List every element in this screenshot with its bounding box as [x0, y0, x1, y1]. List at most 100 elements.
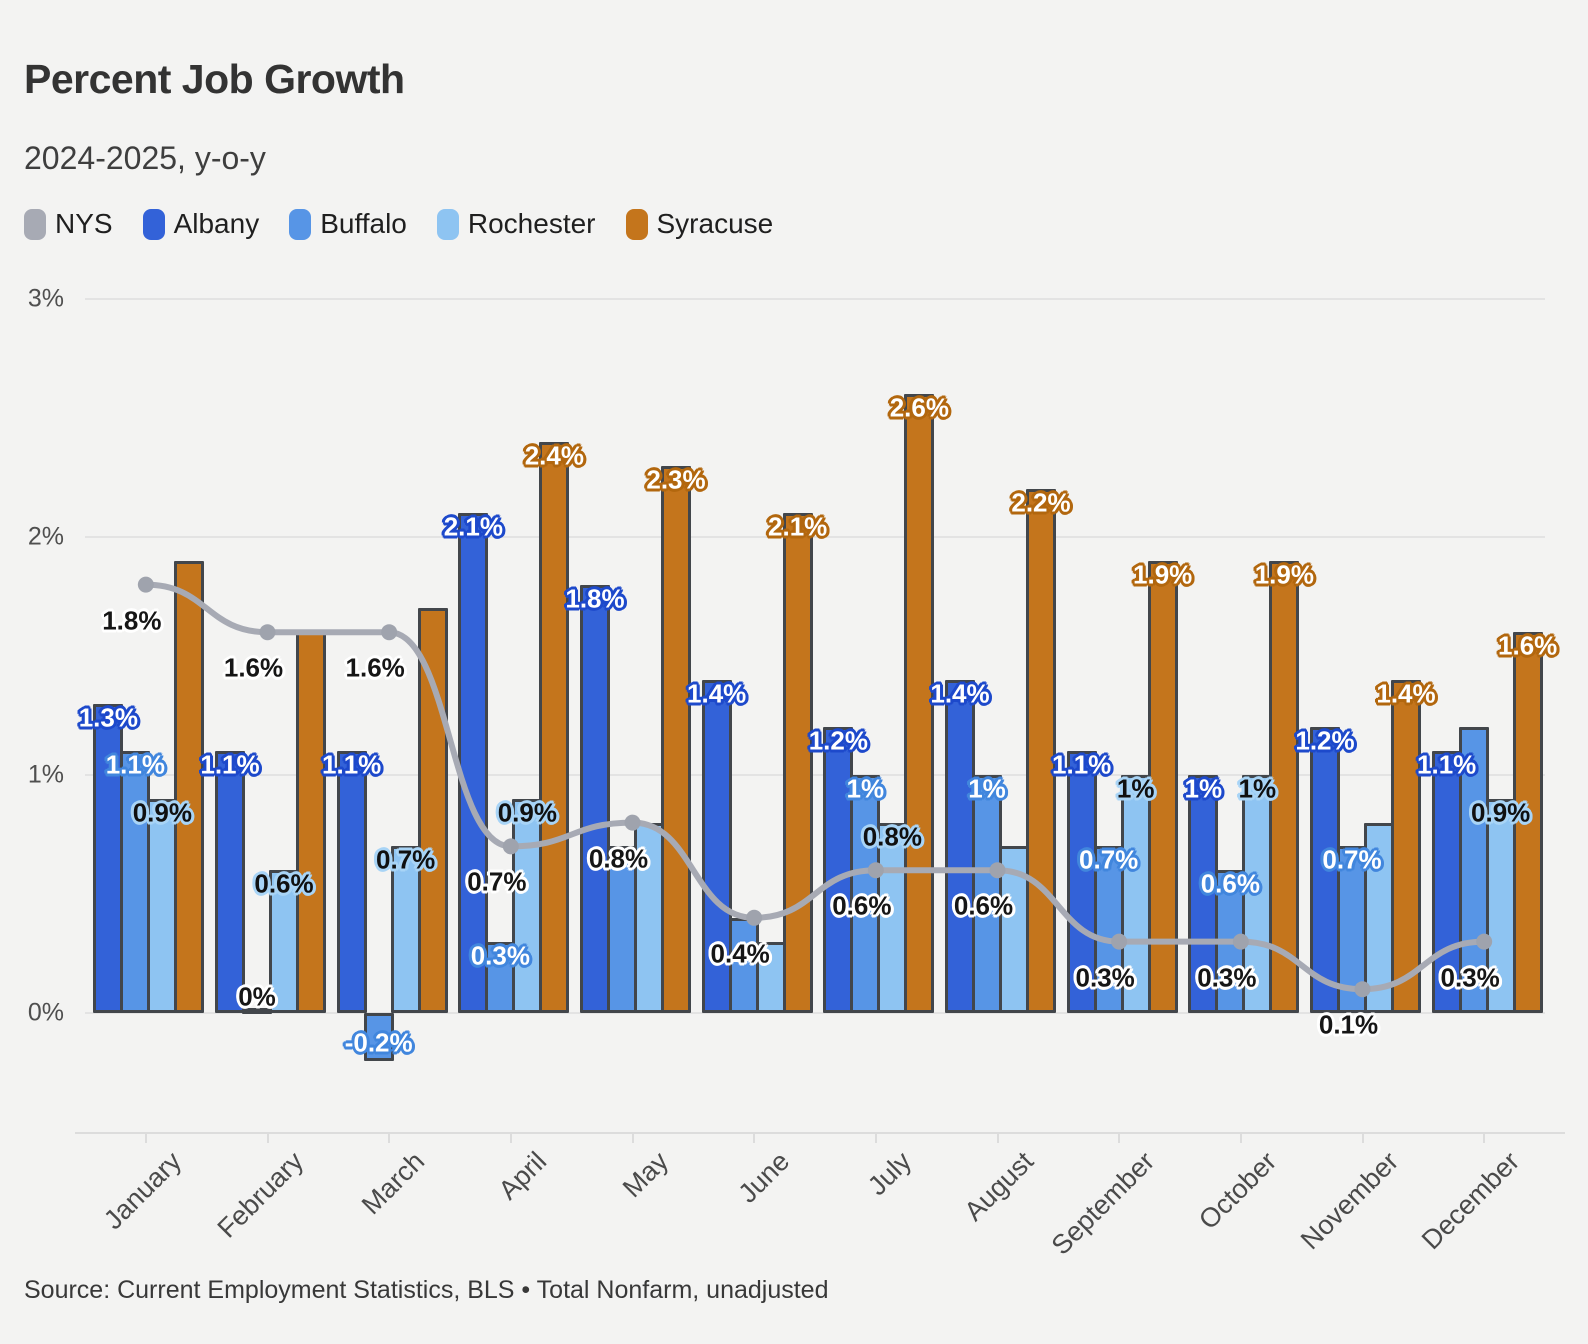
- legend-swatch-syracuse: [625, 208, 648, 240]
- bar-syracuse-may[interactable]: [661, 465, 691, 1013]
- x-axis-tick: [1118, 1132, 1121, 1143]
- bar-buffalo-march[interactable]: [363, 1013, 394, 1061]
- line-label-nys-july: 0.6%: [832, 890, 892, 921]
- y-axis-label-1%: 1%: [27, 760, 64, 789]
- legend-item-buffalo[interactable]: Buffalo: [289, 208, 407, 240]
- bar-label-albany-june: 1.4%: [687, 678, 747, 709]
- bar-label-syracuse-october: 1.9%: [1254, 559, 1314, 590]
- bar-label-buffalo-october: 0.6%: [1200, 868, 1260, 899]
- y-axis-label-3%: 3%: [27, 284, 64, 313]
- bar-label-buffalo-july: 1%: [846, 773, 885, 804]
- bar-label-albany-september: 1.1%: [1052, 749, 1112, 780]
- bar-label-albany-july: 1.2%: [808, 725, 868, 756]
- bar-label-albany-january: 1.3%: [78, 702, 138, 733]
- bar-label-rochester-march: 0.7%: [376, 844, 436, 875]
- bar-label-albany-december: 1.1%: [1417, 749, 1477, 780]
- bar-label-albany-april: 2.1%: [443, 511, 503, 542]
- x-axis-tick: [1361, 1132, 1364, 1143]
- bar-label-buffalo-february: 0%: [238, 981, 276, 1012]
- bar-albany-march[interactable]: [336, 751, 367, 1013]
- bar-buffalo-january[interactable]: [120, 751, 151, 1013]
- point-nys-january[interactable]: [137, 576, 154, 593]
- legend: NYS Albany Buffalo Rochester Syracuse: [24, 208, 773, 240]
- bar-label-albany-october: 1%: [1184, 773, 1223, 804]
- legend-swatch-rochester: [436, 208, 459, 240]
- bar-label-buffalo-september: 0.7%: [1079, 844, 1139, 875]
- x-axis-tick: [1239, 1132, 1242, 1143]
- bar-label-syracuse-april: 2.4%: [524, 440, 584, 471]
- bar-albany-may[interactable]: [580, 584, 610, 1013]
- bar-label-buffalo-march: -0.2%: [344, 1027, 413, 1058]
- bar-rochester-april[interactable]: [512, 798, 543, 1013]
- bar-label-syracuse-may: 2.3%: [646, 464, 706, 495]
- x-axis-tick: [144, 1132, 147, 1143]
- bar-label-rochester-january: 0.9%: [132, 797, 192, 828]
- bar-syracuse-february[interactable]: [296, 632, 326, 1013]
- line-label-nys-august: 0.6%: [953, 890, 1014, 921]
- source-note: Source: Current Employment Statistics, B…: [24, 1276, 829, 1304]
- bar-label-buffalo-november: 0.7%: [1322, 844, 1382, 875]
- line-label-nys-march: 1.6%: [345, 652, 405, 683]
- page-subtitle: 2024-2025, y-o-y: [24, 140, 266, 176]
- bar-rochester-august[interactable]: [999, 846, 1029, 1013]
- bar-label-albany-august: 1.4%: [930, 678, 990, 709]
- x-axis-tick: [996, 1132, 999, 1143]
- legend-swatch-albany: [142, 208, 165, 240]
- legend-item-nys[interactable]: NYS: [24, 208, 113, 240]
- bar-syracuse-november[interactable]: [1391, 679, 1421, 1013]
- y-axis-label-0%: 0%: [27, 998, 64, 1027]
- bar-albany-august[interactable]: [945, 679, 975, 1013]
- x-axis-tick: [753, 1132, 756, 1143]
- bar-label-rochester-april: 0.9%: [497, 797, 557, 828]
- x-axis-tick: [509, 1132, 512, 1143]
- bar-label-syracuse-july: 2.6%: [889, 392, 949, 423]
- bar-albany-april[interactable]: [458, 513, 489, 1013]
- page-title: Percent Job Growth: [24, 56, 405, 102]
- point-nys-march[interactable]: [381, 624, 398, 641]
- line-label-nys-september: 0.3%: [1075, 962, 1135, 993]
- line-label-nys-february: 1.6%: [223, 652, 284, 683]
- line-label-nys-january: 1.8%: [102, 605, 162, 636]
- bar-label-rochester-september: 1%: [1116, 773, 1155, 804]
- bar-label-rochester-february: 0.6%: [254, 868, 314, 899]
- bar-albany-july[interactable]: [823, 727, 854, 1013]
- gridline-0%: [85, 1012, 1545, 1014]
- bar-label-albany-november: 1.2%: [1295, 725, 1355, 756]
- bar-label-syracuse-november: 1.4%: [1376, 678, 1436, 709]
- legend-label: Albany: [173, 208, 260, 239]
- bar-label-buffalo-april: 0.3%: [470, 940, 530, 971]
- point-nys-february[interactable]: [259, 624, 276, 641]
- line-label-nys-november: 0.1%: [1318, 1009, 1379, 1040]
- legend-item-rochester[interactable]: Rochester: [436, 208, 596, 240]
- x-axis-line: [75, 1132, 1565, 1134]
- bar-syracuse-june[interactable]: [782, 513, 813, 1013]
- bar-label-syracuse-june: 2.1%: [768, 511, 828, 542]
- legend-swatch-nys: [24, 208, 46, 240]
- line-label-nys-june: 0.4%: [710, 938, 770, 969]
- bar-syracuse-january[interactable]: [174, 560, 205, 1013]
- x-axis-tick: [631, 1132, 634, 1143]
- bar-label-buffalo-january: 1.1%: [105, 749, 165, 780]
- legend-item-albany[interactable]: Albany: [142, 208, 260, 240]
- bar-label-albany-february: 1.1%: [200, 749, 260, 780]
- x-axis-tick: [874, 1132, 877, 1143]
- bar-label-albany-march: 1.1%: [322, 749, 382, 780]
- bar-syracuse-december[interactable]: [1512, 632, 1543, 1013]
- bar-label-rochester-october: 1%: [1238, 773, 1277, 804]
- legend-label: Buffalo: [320, 208, 407, 239]
- bar-syracuse-march[interactable]: [417, 608, 448, 1013]
- bar-label-albany-may: 1.8%: [565, 583, 625, 614]
- x-axis-tick: [266, 1132, 269, 1143]
- x-axis-tick: [388, 1132, 391, 1143]
- line-label-nys-april: 0.7%: [467, 866, 527, 897]
- legend-item-syracuse[interactable]: Syracuse: [625, 208, 773, 240]
- bar-syracuse-april[interactable]: [539, 441, 570, 1013]
- bar-rochester-january[interactable]: [147, 798, 178, 1013]
- bar-label-syracuse-august: 2.2%: [1011, 487, 1071, 518]
- x-axis-tick: [1483, 1132, 1486, 1143]
- line-label-nys-may: 0.8%: [588, 843, 649, 874]
- bar-label-syracuse-september: 1.9%: [1133, 559, 1193, 590]
- line-label-nys-december: 0.3%: [1440, 962, 1500, 993]
- bar-albany-february[interactable]: [215, 751, 245, 1013]
